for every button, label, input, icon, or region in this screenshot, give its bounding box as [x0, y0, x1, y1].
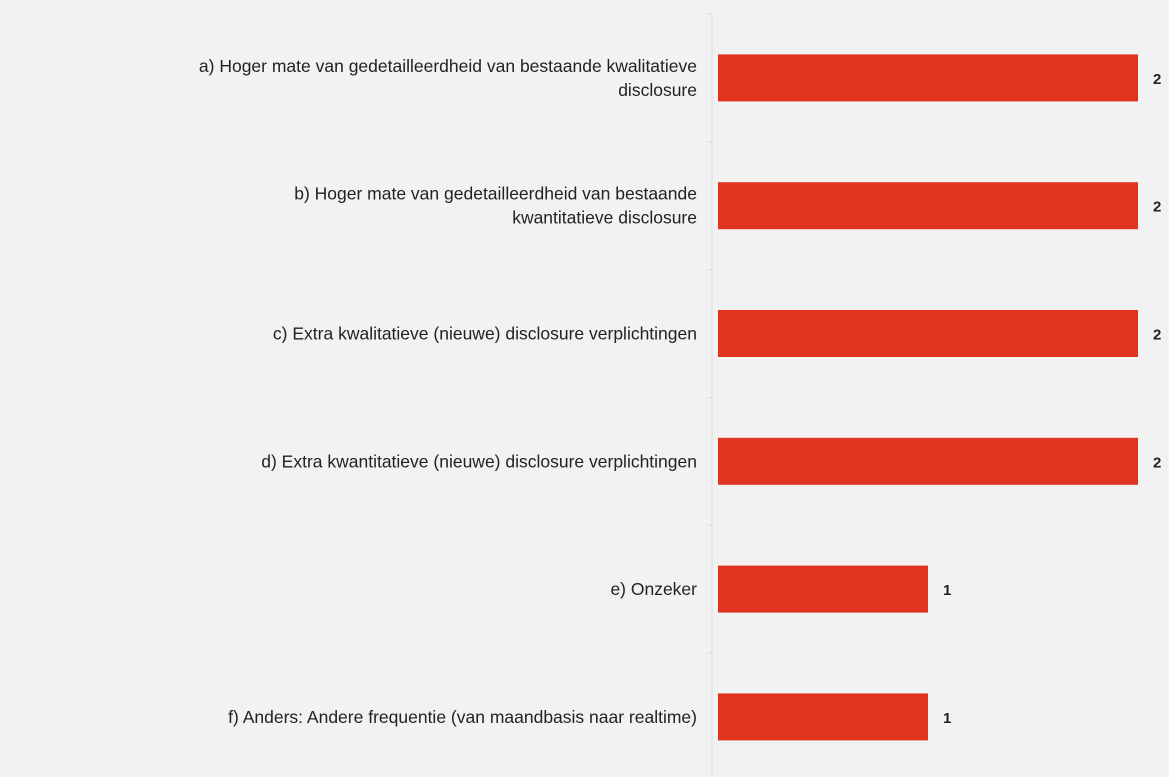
- value-label: 1: [943, 582, 951, 599]
- category-label: e) Onzeker: [610, 579, 697, 599]
- bar: [718, 310, 1138, 357]
- value-label: 2: [1153, 199, 1161, 216]
- category-label: f) Anders: Andere frequentie (van maandb…: [228, 707, 697, 727]
- category-label: b) Hoger mate van gedetailleerdheid van …: [294, 184, 697, 228]
- category-label: a) Hoger mate van gedetailleerdheid van …: [199, 56, 697, 100]
- value-label: 2: [1153, 454, 1161, 471]
- value-label: 1: [943, 710, 951, 727]
- bar: [718, 182, 1138, 230]
- value-label: 2: [1153, 326, 1161, 343]
- bar: [718, 54, 1138, 102]
- bar: [718, 565, 928, 613]
- bar: [718, 437, 1138, 485]
- category-label: c) Extra kwalitatieve (nieuwe) disclosur…: [273, 324, 697, 344]
- bar: [718, 693, 928, 741]
- value-label: 2: [1153, 71, 1161, 88]
- category-label: d) Extra kwantitatieve (nieuwe) disclosu…: [261, 451, 697, 471]
